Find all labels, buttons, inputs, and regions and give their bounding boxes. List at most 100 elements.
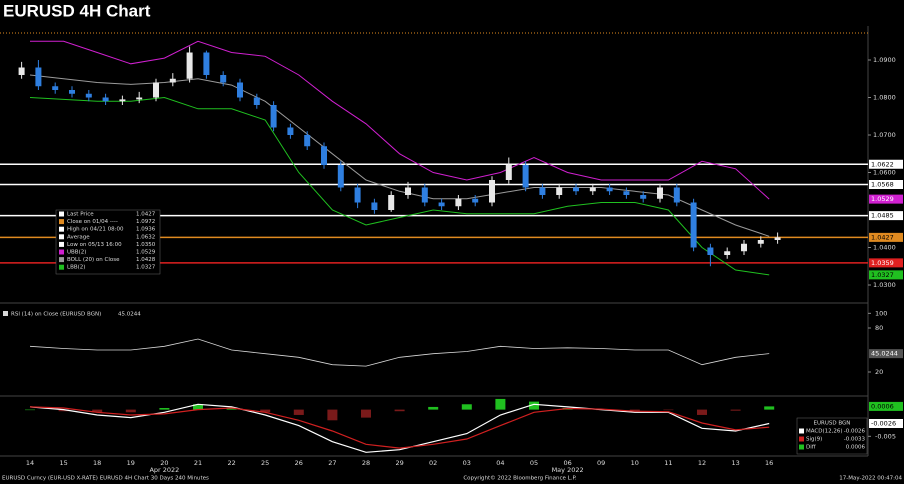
candle-body: [606, 187, 613, 192]
legend-label: Close on 01/04 ----: [67, 219, 118, 225]
rsi-line: [29, 338, 770, 367]
candle-body: [321, 146, 327, 165]
legend-swatch: [59, 226, 64, 232]
level-label-box: [869, 258, 903, 268]
candle-body: [35, 67, 42, 87]
legend-swatch: [799, 444, 804, 450]
legend-label: Last Price: [67, 212, 94, 218]
x-tick-label: 16: [765, 459, 773, 467]
histogram-bar: [260, 409, 271, 413]
candle-body: [741, 243, 747, 252]
x-tick-label: 22: [227, 459, 235, 467]
x-tick-label: 04: [496, 459, 504, 467]
candle-body: [472, 198, 479, 203]
candle-body: [556, 187, 563, 195]
histogram-bar: [226, 408, 237, 410]
x-tick-label: 19: [127, 459, 135, 467]
candle-body: [253, 97, 260, 105]
legend-value: 1.0972: [136, 219, 155, 225]
candle-body: [623, 191, 630, 195]
legend-swatch: [799, 428, 804, 434]
legend-swatch: [59, 241, 64, 247]
candle-body: [169, 78, 176, 83]
legend-label: Diff: [806, 445, 816, 451]
level-label-box: [869, 232, 903, 242]
legend-value: 1.0427: [136, 212, 156, 218]
candle-body: [489, 180, 495, 203]
chart-title: EURUSD 4H Chart: [3, 1, 151, 20]
x-tick-label: 10: [631, 459, 639, 467]
y-tick-label: 100: [875, 309, 887, 317]
x-tick-label: 20: [160, 459, 168, 467]
legend-value: 1.0632: [136, 234, 155, 240]
legend-value: -0.0033: [844, 437, 866, 443]
candle-body: [657, 187, 663, 199]
y-tick-label: 1.0400: [873, 244, 896, 252]
month-label: Apr 2022: [149, 466, 179, 474]
level-label-box: [869, 180, 903, 189]
candle-body: [203, 52, 210, 75]
last-value-label: 45.0244: [871, 350, 898, 358]
x-tick-label: 06: [563, 459, 571, 467]
candle-body: [589, 187, 596, 192]
candle-body: [405, 187, 411, 195]
legend-value: 0.0006: [846, 445, 866, 451]
legend-value: 1.0327: [136, 265, 156, 271]
candle-body: [354, 187, 361, 203]
histogram-bar: [159, 408, 170, 410]
level-label-box: [869, 211, 903, 221]
level-label: 1.0485: [871, 212, 894, 220]
candle-body: [573, 187, 579, 192]
x-tick-label: 29: [395, 459, 403, 467]
histogram-bar: [730, 409, 741, 411]
legend-label: Sig(9): [806, 437, 822, 443]
candle-body: [337, 165, 344, 188]
band-label: 1.0327: [871, 271, 894, 279]
legend-swatch: [59, 264, 64, 270]
last-value-label-box: [869, 401, 903, 411]
x-tick-label: 25: [261, 459, 269, 467]
candle-body: [774, 237, 781, 240]
candle-body: [153, 82, 159, 98]
candle-body: [522, 165, 529, 188]
level-label: 1.0359: [871, 259, 894, 267]
histogram-bar: [529, 401, 539, 410]
candle-body: [270, 105, 277, 128]
legend-label: Low on 05/13 16:00: [67, 242, 122, 248]
histogram-bar: [327, 409, 338, 421]
legend-value: 1.0936: [136, 227, 156, 233]
legend-label: UBB(2): [67, 250, 86, 256]
y-tick-label: 1.0600: [873, 169, 896, 177]
level-label-box: [869, 159, 903, 169]
histogram-bar: [764, 406, 775, 410]
x-tick-label: 13: [731, 459, 739, 467]
histogram-bar: [361, 409, 371, 418]
footer-center: Copyright© 2022 Bloomberg Finance L.P.: [463, 475, 577, 482]
x-tick-label: 14: [26, 459, 34, 467]
histogram-bar: [428, 406, 439, 410]
candle-body: [18, 67, 25, 75]
candle-body: [539, 187, 546, 195]
y-tick-label: 1.0900: [873, 56, 896, 64]
candle-body: [724, 251, 731, 255]
legend-value: -0.0026: [844, 429, 866, 435]
legend-value: 1.0529: [136, 250, 156, 256]
histogram-bar: [697, 409, 707, 415]
candle-body: [69, 90, 75, 94]
footer-right: 17-May-2022 00:47:04: [839, 476, 902, 482]
x-tick-label: 03: [463, 459, 471, 467]
y-tick-label: 80: [875, 324, 883, 332]
y-tick-label: 1.0300: [873, 281, 896, 289]
month-label: May 2022: [552, 466, 584, 474]
histogram-bar: [58, 409, 69, 412]
candle-body: [304, 135, 311, 147]
candle-body: [371, 202, 378, 210]
legend-title: EURUSD BGN: [814, 421, 851, 427]
candle-body: [237, 82, 243, 98]
band-label-box: [869, 194, 903, 204]
x-tick-label: 21: [194, 459, 202, 467]
x-tick-label: 05: [530, 459, 538, 467]
band-label: 1.0529: [871, 195, 894, 203]
x-tick-label: 15: [59, 459, 67, 467]
